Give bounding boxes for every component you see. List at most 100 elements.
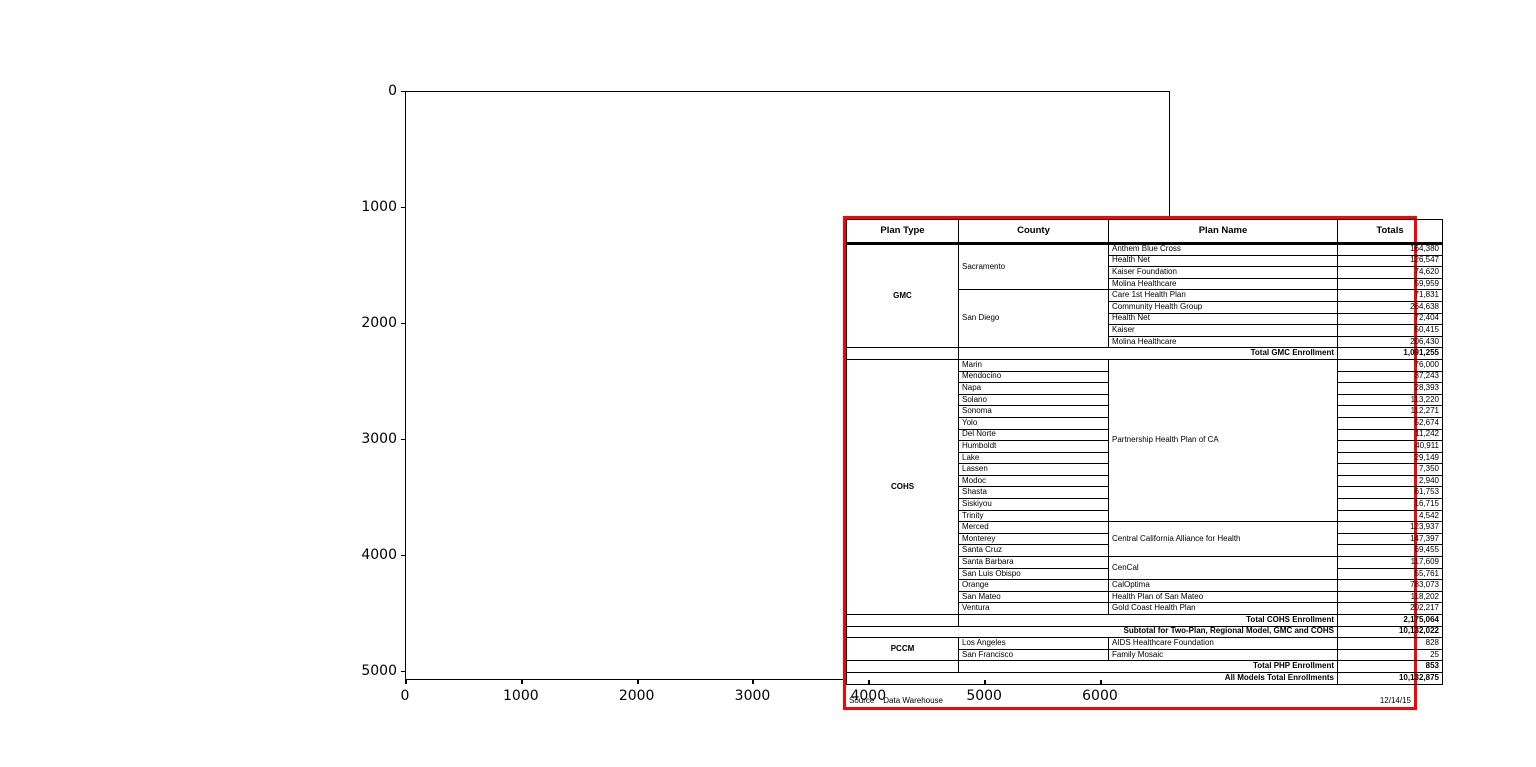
table-cell: 16,715: [1337, 498, 1443, 511]
x-tick-mark: [1099, 680, 1102, 684]
table-row: Orange CalOptima 783,073: [847, 579, 1443, 592]
table-row: San Francisco Family Mosaic 25: [847, 648, 1443, 662]
table-cell: 126,547: [1337, 254, 1443, 268]
table-cell: 206,430: [1337, 335, 1443, 349]
table-cell: [846, 660, 959, 673]
table-cell: Humboldt: [958, 440, 1109, 453]
source-text: Source Data Warehouse: [849, 696, 943, 705]
x-tick-label: 5000: [966, 688, 1002, 704]
table-cell: 112,271: [1337, 405, 1443, 418]
table-cell: 1,091,255: [1337, 347, 1443, 360]
table-cell: Gold Coast Health Plan: [1108, 602, 1338, 615]
table-cell: 118,202: [1337, 590, 1443, 604]
column-header: Plan Name: [1108, 219, 1338, 245]
table-cell: Health Plan of San Mateo: [1108, 590, 1338, 604]
table-cell: 61,753: [1337, 486, 1443, 500]
y-tick-mark: [401, 323, 405, 328]
table-row: Mendocino 37,243: [847, 370, 1443, 384]
x-tick-label: 2000: [618, 688, 655, 704]
table-cell: Molina Healthcare: [1108, 277, 1338, 291]
table-cell: COHS: [846, 358, 959, 616]
table-cell: San Luis Obispo: [958, 567, 1109, 581]
table-cell: 113,220: [1337, 393, 1443, 407]
table-row: San Luis Obispo 55,761: [847, 567, 1443, 581]
table-cell: Community Health Group: [1108, 300, 1338, 314]
table-row: Total GMC Enrollment 1,091,255: [846, 347, 1443, 360]
table-cell: Lake: [958, 451, 1109, 465]
table-row: All Models Total Enrollments 10,132,875: [846, 671, 1443, 685]
scanned-table-red-frame: Plan Type County Plan Name Totals GMC Sacram…: [843, 216, 1443, 710]
table-row: Monterey 147,397: [847, 532, 1443, 546]
table-cell: Marin: [958, 358, 1109, 372]
y-tick-label: 4000: [361, 547, 397, 563]
table-row: Total PHP Enrollment 853: [846, 660, 1443, 673]
y-tick-mark: [401, 439, 405, 444]
table-cell: 71,831: [1337, 289, 1443, 302]
table-cell: 853: [1337, 660, 1443, 673]
table-cell: 783,073: [1337, 579, 1443, 592]
table-cell: 4,542: [1337, 509, 1443, 523]
y-tick-mark: [401, 91, 405, 96]
table-cell: Total GMC Enrollment: [958, 347, 1338, 360]
table-cell: Total PHP Enrollment: [958, 660, 1338, 673]
table-cell: All Models Total Enrollments: [846, 671, 1338, 685]
table-cell: Anthem Blue Cross: [1108, 243, 1338, 256]
table-cell: Subtotal for Two-Plan, Regional Model, G…: [846, 625, 1338, 639]
column-header: Totals: [1337, 219, 1443, 245]
table-cell: Shasta: [958, 486, 1109, 500]
table-cell: 72,404: [1337, 312, 1443, 326]
table-cell: Sonoma: [958, 405, 1109, 418]
table-cell: Health Net: [1108, 312, 1338, 326]
table-row: Santa Cruz 69,455: [847, 544, 1443, 558]
plot-axes-frame: Plan Type County Plan Name Totals GMC Sacram…: [405, 91, 1443, 710]
table-cell: Family Mosaic: [1108, 648, 1338, 662]
x-tick-label: 3000: [734, 688, 771, 704]
table-cell: Santa Cruz: [958, 544, 1109, 558]
table-cell: 147,397: [1337, 532, 1443, 546]
x-tick-mark: [868, 680, 871, 684]
table-cell: 50,415: [1337, 324, 1443, 337]
y-tick-label: 3000: [361, 431, 397, 447]
table-cell: Merced: [958, 521, 1109, 534]
table-cell: 52,674: [1337, 416, 1443, 430]
table-cell: Kaiser: [1108, 324, 1338, 337]
x-tick-label: 6000: [1082, 688, 1118, 704]
enrollment-table-header: Plan Type County Plan Name Totals: [846, 219, 1443, 245]
table-cell: 40,911: [1337, 440, 1443, 453]
table-cell: PCCM: [846, 637, 959, 662]
table-row: Ventura Gold Coast Health Plan 202,217: [847, 602, 1443, 615]
enrollment-table-body: GMC Sacramento Anthem Blue Cross 164,380 Hea…: [846, 242, 1443, 685]
table-cell: CalOptima: [1108, 579, 1338, 592]
y-tick-label: 0: [388, 83, 397, 99]
table-cell: Monterey: [958, 532, 1109, 546]
table-cell: 69,455: [1337, 544, 1443, 558]
table-cell: 28,393: [1337, 382, 1443, 395]
table-cell: Central California Alliance for Health: [1108, 521, 1338, 558]
x-tick-label: 1000: [503, 688, 539, 704]
table-cell: 59,959: [1337, 277, 1443, 291]
table-row: Shasta 61,753: [847, 486, 1443, 500]
table-cell: 25: [1337, 648, 1443, 662]
table-cell: [846, 347, 959, 360]
table-cell: Kaiser Foundation: [1108, 266, 1338, 279]
y-tick-mark: [401, 555, 405, 560]
table-cell: 37,243: [1337, 370, 1443, 384]
table-cell: 164,380: [1337, 243, 1443, 256]
source-value: Data Warehouse: [883, 696, 943, 705]
x-tick-mark: [520, 680, 523, 684]
table-row: Kaiser 50,415: [847, 324, 1443, 337]
table-cell: San Francisco: [958, 648, 1109, 662]
table-cell: Del Norte: [958, 428, 1109, 442]
table-cell: CenCal: [1108, 556, 1338, 581]
table-cell: San Diego: [958, 289, 1109, 349]
table-cell: Orange: [958, 579, 1109, 592]
column-header: Plan Type: [846, 219, 959, 245]
table-cell: Ventura: [958, 602, 1109, 615]
x-tick-label: 4000: [850, 688, 887, 704]
table-row: PCCM Los Angeles AIDS Healthcare Foundatio…: [846, 637, 1443, 662]
table-cell: 55,761: [1337, 567, 1443, 581]
table-cell: 29,149: [1337, 451, 1443, 465]
table-row: Sonoma 112,271: [847, 405, 1443, 418]
table-cell: Partnership Health Plan of CA: [1108, 358, 1338, 523]
